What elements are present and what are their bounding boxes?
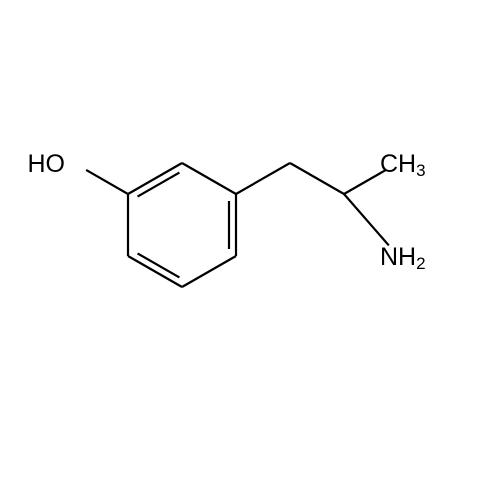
- bonds-layer: [86, 163, 389, 287]
- atom-label-nh2: NH2: [380, 243, 426, 273]
- atom-label-ho: HO: [28, 150, 66, 178]
- molecule-canvas: HO CH3 NH2: [0, 0, 500, 500]
- labels-layer: HO CH3 NH2: [28, 150, 426, 273]
- atom-label-ch3: CH3: [380, 150, 426, 180]
